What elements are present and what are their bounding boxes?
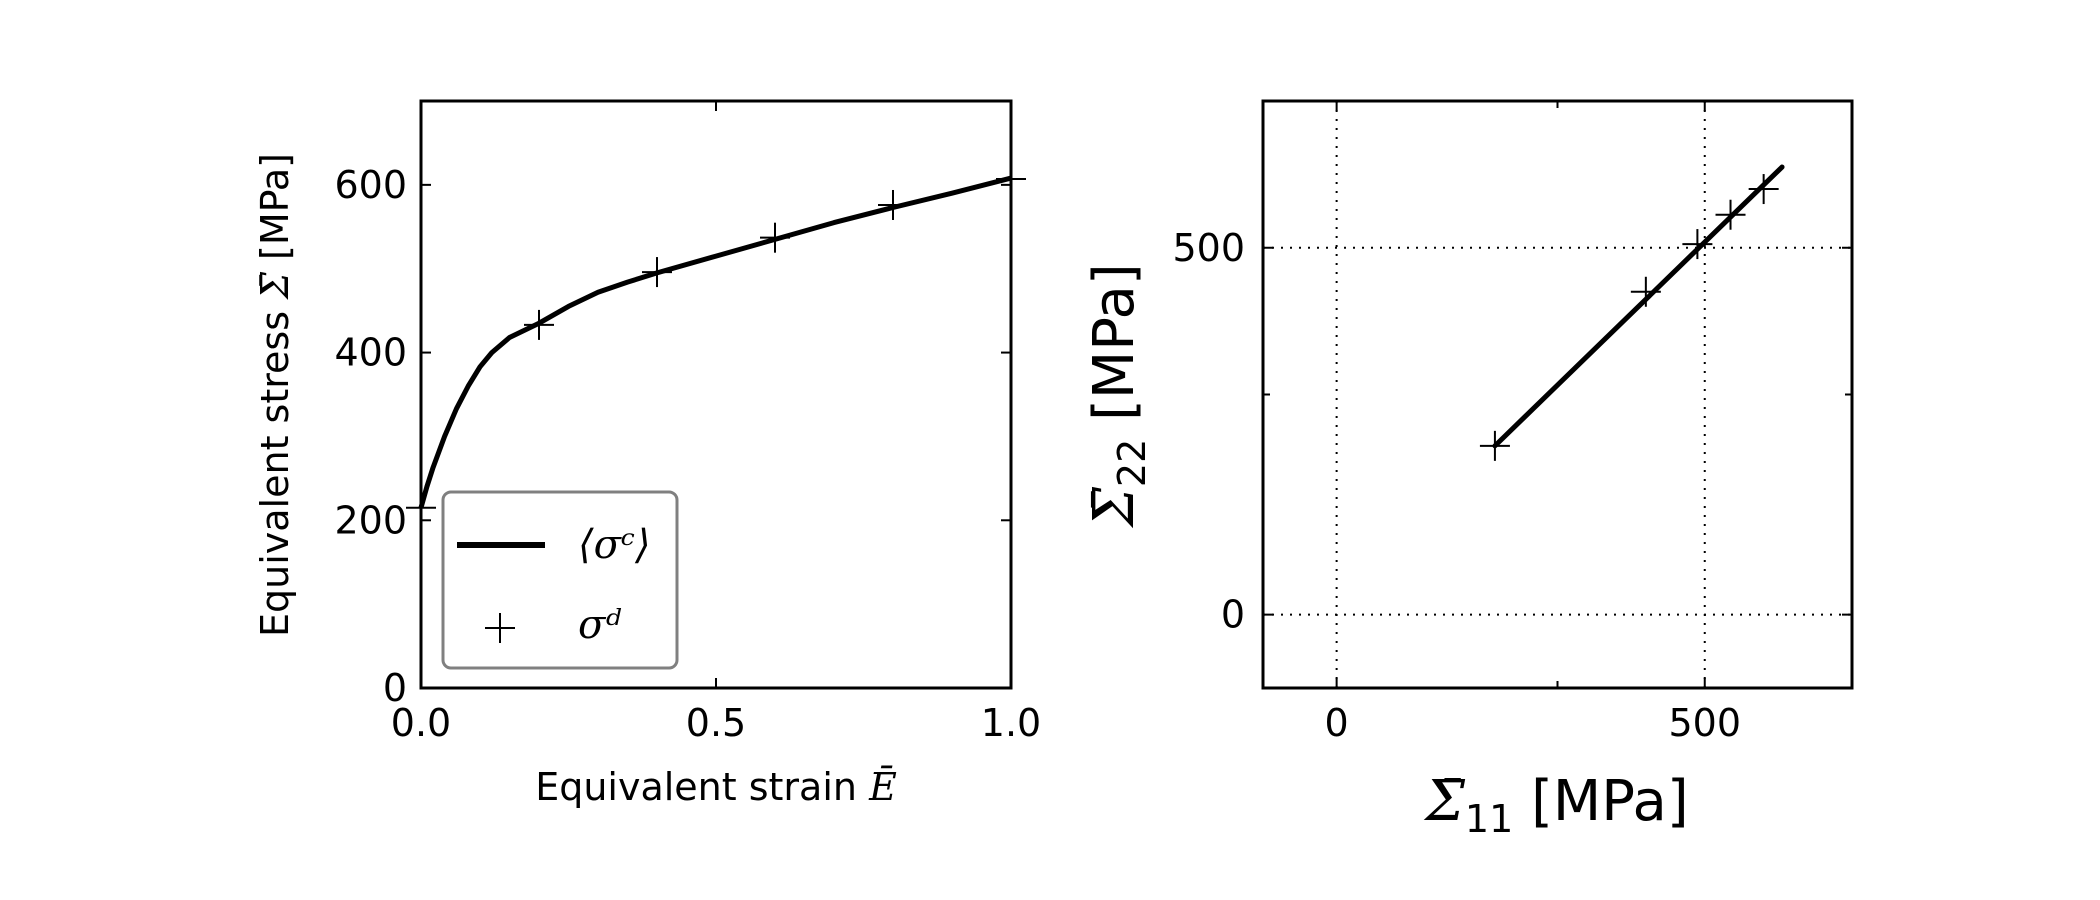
right-ticks: 0 500 0 500 bbox=[1172, 101, 1852, 745]
y-tick-label: 600 bbox=[334, 163, 407, 207]
x-tick-label: 0.5 bbox=[686, 701, 746, 745]
right-y-axis-label: Σ̄22 [MPa] bbox=[1082, 263, 1154, 528]
stress-path-line bbox=[1492, 164, 1785, 449]
x-tick-label: 500 bbox=[1668, 701, 1741, 745]
y-tick-label: 200 bbox=[334, 498, 407, 542]
discrete-stress-marker-4 bbox=[878, 189, 908, 220]
left-ticks: 0.0 0.5 1.0 0 200 400 600 bbox=[334, 101, 1041, 745]
legend-label-discrete-stress: σᵈ bbox=[578, 602, 621, 648]
y-tick-label: 0 bbox=[1221, 593, 1245, 637]
x-tick-label: 0.0 bbox=[391, 701, 451, 745]
x-tick-label: 0 bbox=[1325, 701, 1349, 745]
y-tick-label: 0 bbox=[383, 666, 407, 710]
legend-plus-marker bbox=[485, 613, 515, 643]
stress-path-marker-1 bbox=[1630, 276, 1661, 307]
legend: ⟨σᶜ⟩ σᵈ bbox=[441, 490, 679, 670]
right-x-axis-label: Σ̄11 [MPa] bbox=[1423, 769, 1688, 841]
discrete-stress-marker-3 bbox=[760, 222, 790, 253]
left-x-axis-label: Equivalent strain Ē bbox=[535, 765, 897, 809]
discrete-stress-marker-1 bbox=[524, 309, 554, 340]
series-mean-stress-line bbox=[418, 175, 1012, 509]
right-plot-area bbox=[1479, 164, 1785, 461]
x-tick-label: 1.0 bbox=[981, 701, 1041, 745]
y-tick-label: 500 bbox=[1172, 226, 1245, 270]
stress-path-marker-3 bbox=[1715, 199, 1746, 230]
left-plot-area bbox=[406, 163, 1026, 523]
discrete-stress-marker-2 bbox=[642, 257, 672, 288]
legend-box bbox=[441, 490, 679, 670]
right-chart: 0 500 0 500 Σ̄11 [MPa] Σ̄22 [MPa] bbox=[1082, 99, 1854, 841]
stress-path-marker-0 bbox=[1479, 430, 1510, 461]
legend-label-mean-stress: ⟨σᶜ⟩ bbox=[578, 522, 651, 568]
y-tick-label: 400 bbox=[334, 331, 407, 375]
stress-path-marker-2 bbox=[1682, 229, 1713, 260]
left-y-axis-label: Equivalent stress Σ̄ [MPa] bbox=[253, 153, 297, 637]
stress-path-marker-4 bbox=[1748, 174, 1779, 205]
